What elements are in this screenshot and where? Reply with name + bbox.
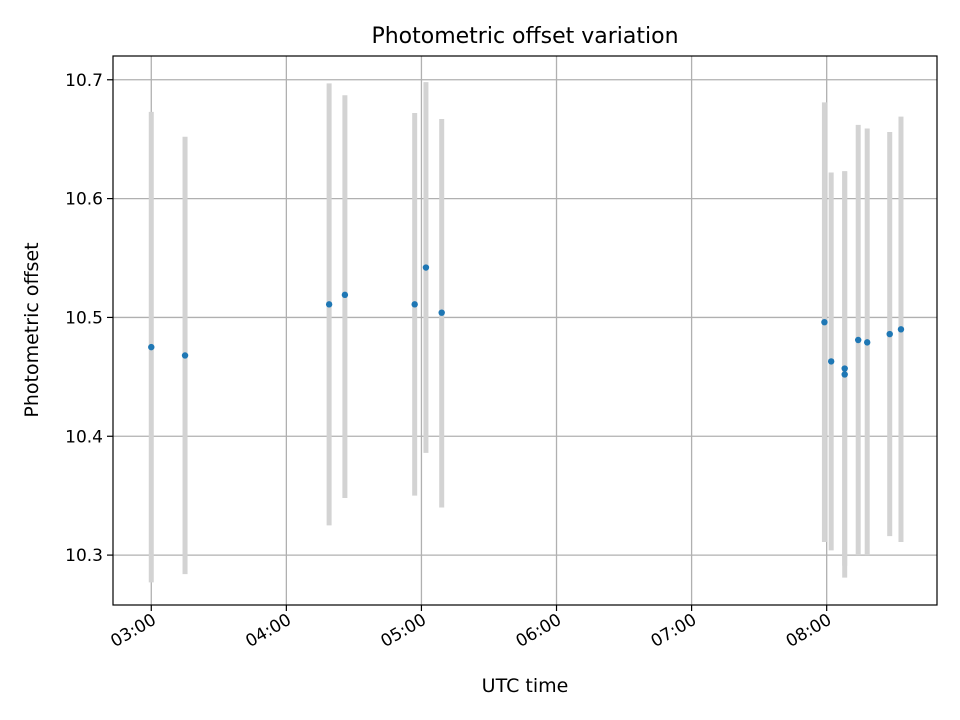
y-tick-label: 10.5 [65,308,103,328]
y-tick-label: 10.3 [65,546,103,566]
data-point [886,330,893,338]
data-points [148,264,905,378]
data-point [897,326,905,333]
data-point [864,339,871,346]
data-point [438,309,445,316]
data-point [827,358,835,365]
x-axis-label: UTC time [482,675,569,697]
data-point [855,336,862,344]
y-tick-label: 10.4 [65,427,103,447]
data-point [411,301,418,308]
y-tick-label: 10.6 [65,190,103,210]
y-tick-label: 10.7 [65,71,103,91]
y-axis-label: Photometric offset [21,242,43,417]
data-point [181,352,189,359]
data-point [325,301,333,308]
data-point [841,365,848,372]
plot-frame [112,55,938,606]
y-axis-ticks: 10.3 10.4 10.5 10.6 10.7 [65,71,113,566]
data-point [341,291,349,299]
chart-title: Photometric offset variation [371,24,678,49]
data-point [841,371,848,378]
data-point [148,343,155,351]
data-point [422,264,430,271]
data-point [821,318,828,326]
